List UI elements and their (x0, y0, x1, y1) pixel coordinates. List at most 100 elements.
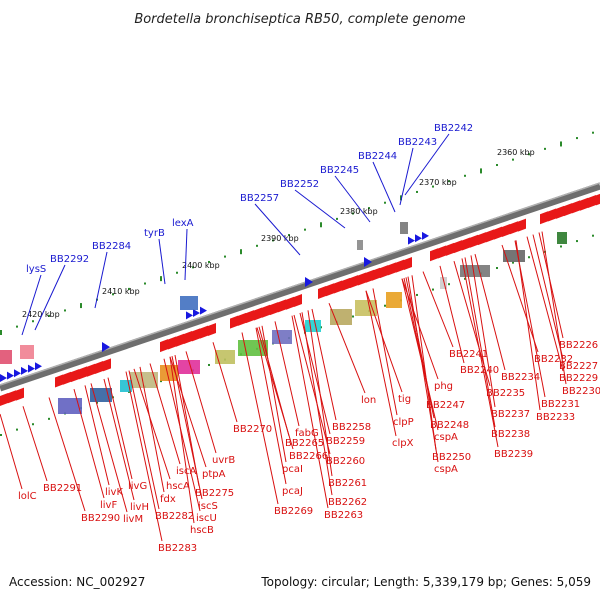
reverse-gene-arrow (540, 211, 548, 225)
gene-label-reverse: BB2241 (449, 349, 488, 360)
gene-block (215, 350, 235, 364)
gene-label-reverse: BB2230 (562, 386, 600, 397)
leader-line (256, 327, 294, 450)
reverse-gene-arrow (454, 240, 462, 254)
gene-block (272, 330, 292, 344)
tick-mark (432, 288, 434, 291)
reverse-gene-arrow (588, 195, 596, 209)
leader-line (169, 356, 195, 524)
gene-label-reverse: hscA (166, 481, 190, 492)
gene-label-reverse: BB2239 (494, 449, 533, 460)
gene-label-reverse: tig (398, 394, 411, 405)
tick-mark (528, 256, 530, 259)
gene-label-reverse: BB2283 (158, 543, 197, 554)
leader-line (515, 240, 541, 411)
leader-line (171, 355, 203, 500)
reverse-gene-arrow (478, 232, 486, 246)
gene-block (20, 345, 34, 359)
reverse-gene-arrow (326, 283, 334, 297)
reverse-gene-arrow (200, 325, 208, 339)
reverse-gene-arrow (8, 390, 16, 404)
tick-mark (384, 304, 386, 307)
leader-line (461, 258, 499, 448)
gene-label-reverse: BB2259 (326, 436, 365, 447)
tick-label: 2420 kbp (22, 310, 60, 319)
leader-line (422, 271, 454, 348)
leader-line (439, 265, 465, 364)
gene-block (330, 309, 352, 325)
reverse-gene-arrow (262, 304, 270, 318)
leader-line (158, 238, 166, 285)
forward-gene-arrow (28, 364, 35, 373)
reverse-gene-arrow (366, 269, 374, 283)
reverse-gene-arrow (63, 371, 71, 385)
gene-label-reverse: BB2234 (501, 372, 540, 383)
gene-label-reverse: BB2240 (460, 365, 499, 376)
gene-label-reverse: BB2266 (289, 451, 328, 462)
tick-mark (592, 131, 594, 134)
tick-mark (448, 283, 450, 286)
gene-label-reverse: livH (130, 502, 149, 513)
reverse-gene-arrow (176, 333, 184, 347)
leader-line (0, 413, 23, 490)
gene-label-reverse: clpP (393, 417, 414, 428)
reverse-gene-arrow (238, 312, 246, 326)
gene-label-reverse: iscU (196, 513, 217, 524)
leader-line (365, 290, 403, 393)
gene-label-reverse: BB2282 (155, 511, 194, 522)
reverse-gene-arrow (502, 223, 510, 237)
tick-label: 2370 kbp (419, 178, 457, 187)
forward-gene-arrow (186, 311, 193, 320)
gene-block (0, 350, 12, 364)
reverse-gene-arrow (16, 387, 24, 401)
gene-label-forward: lexA (172, 218, 194, 229)
leader-line (184, 228, 188, 281)
reverse-gene-arrow (556, 205, 564, 219)
leader-line (107, 377, 133, 480)
forward-gene-arrow (35, 362, 42, 371)
gene-label-reverse: lon (361, 395, 376, 406)
leader-line (94, 251, 108, 309)
tick-mark (16, 428, 18, 431)
leader-line (139, 366, 165, 493)
map-title: Bordetella bronchiseptica RB50, complete… (134, 12, 465, 27)
reverse-gene-arrow (572, 200, 580, 214)
gene-features (0, 193, 600, 414)
leader-line (372, 288, 398, 416)
reverse-gene-arrow (510, 221, 518, 235)
leader-line (501, 244, 539, 353)
gene-label-reverse: cspA (434, 432, 458, 443)
leader-line (399, 147, 414, 206)
gene-label-reverse: BB2233 (536, 412, 575, 423)
leader-line (133, 368, 171, 480)
gene-label-reverse: BB2237 (491, 409, 530, 420)
reverse-gene-arrow (438, 245, 446, 259)
gene-label-reverse: phg (434, 381, 453, 392)
leader-line (103, 378, 135, 501)
gene-label-reverse: cspA (434, 464, 458, 475)
leader-line (541, 231, 567, 385)
gene-label-reverse: BB2250 (432, 452, 471, 463)
forward-gene-arrow (193, 309, 200, 318)
leader-line (538, 232, 564, 339)
tick-mark (336, 217, 338, 220)
tick-mark (192, 266, 194, 269)
gene-label-reverse: BB2261 (328, 478, 367, 489)
reverse-gene-arrow (192, 328, 200, 342)
leader-line (532, 234, 564, 360)
reverse-gene-arrow (334, 280, 342, 294)
gene-label-reverse: BB2231 (541, 399, 580, 410)
reverse-gene-arrow (71, 369, 79, 383)
gene-block (120, 380, 132, 392)
leader-line (328, 303, 366, 394)
reverse-gene-arrow (184, 331, 192, 345)
gene-label-reverse: hscB (190, 525, 214, 536)
reverse-gene-arrow (318, 285, 326, 299)
reverse-gene-arrow (446, 242, 454, 256)
kbp-tick-labels: 2360 kbp 2370 kbp 2380 kbp 2390 kbp 2400… (22, 148, 535, 319)
tick-mark (112, 293, 114, 296)
leader-line (311, 308, 337, 421)
gene-label-reverse: iscS (198, 501, 218, 512)
